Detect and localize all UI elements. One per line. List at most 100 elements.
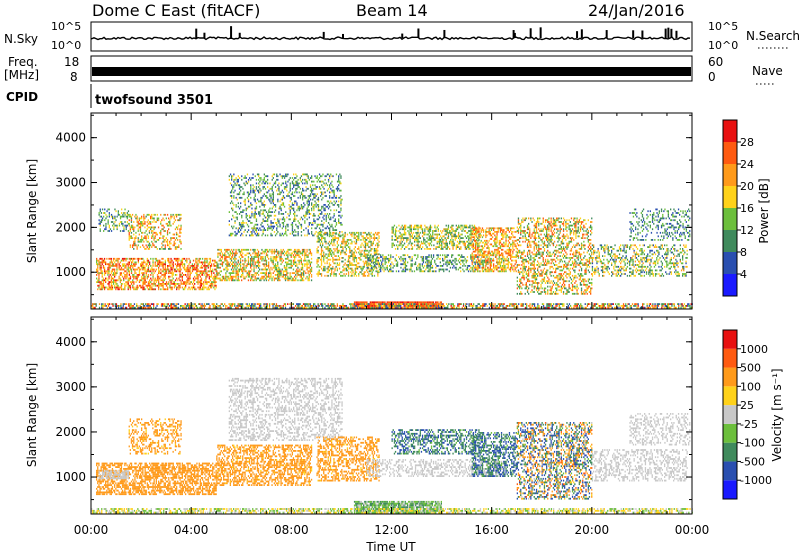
data-cell (214, 288, 216, 291)
data-cell (295, 270, 297, 273)
data-cell (214, 283, 216, 285)
data-cell (108, 281, 110, 283)
data-cell (272, 225, 274, 228)
data-cell (316, 198, 318, 201)
data-cell (114, 221, 116, 223)
data-cell (379, 301, 382, 304)
data-cell (330, 225, 332, 228)
data-cell (299, 274, 301, 276)
data-cell (277, 263, 279, 266)
data-cell (250, 261, 252, 264)
data-cell (174, 284, 177, 287)
data-cell (430, 303, 432, 305)
data-cell (259, 261, 261, 264)
data-cell (292, 256, 295, 258)
data-cell (358, 246, 360, 248)
data-cell (147, 265, 150, 267)
data-cell (346, 265, 349, 268)
data-cell (132, 257, 134, 260)
data-cell (99, 221, 101, 223)
data-cell (99, 228, 101, 231)
data-cell (243, 225, 245, 228)
data-cell (323, 269, 325, 272)
data-cell (101, 208, 104, 211)
data-cell (374, 254, 376, 257)
data-cell (234, 263, 236, 266)
data-cell (353, 237, 355, 239)
data-cell (119, 217, 122, 220)
data-cell (429, 230, 432, 232)
data-cell (429, 248, 432, 250)
data-cell (282, 259, 284, 262)
data-cell (356, 248, 359, 250)
data-cell (221, 279, 224, 282)
data-cell (235, 274, 237, 276)
data-cell (200, 288, 203, 291)
data-cell (335, 248, 337, 250)
data-cell (302, 189, 304, 192)
data-cell (160, 288, 162, 291)
data-cell (452, 228, 454, 231)
data-cell (261, 268, 263, 271)
data-cell (377, 249, 379, 252)
data-cell (277, 256, 279, 258)
data-cell (185, 284, 187, 287)
data-cell (329, 227, 331, 230)
data-cell (180, 268, 182, 271)
data-cell (130, 270, 133, 273)
data-cell (227, 275, 229, 278)
data-cell (181, 275, 183, 278)
data-cell (174, 274, 177, 276)
data-cell (262, 195, 264, 197)
data-cell (209, 265, 212, 267)
data-cell (333, 229, 335, 231)
data-cell (355, 257, 358, 259)
data-cell (461, 237, 463, 239)
data-cell (340, 209, 342, 212)
data-cell (148, 248, 151, 250)
data-cell (141, 263, 143, 266)
data-cell (161, 265, 163, 267)
data-cell (442, 235, 444, 238)
data-cell (363, 265, 365, 268)
data-cell (240, 211, 242, 213)
data-cell (358, 237, 360, 239)
data-cell (279, 200, 281, 203)
data-cell (255, 229, 258, 231)
data-cell (459, 235, 461, 238)
data-cell (296, 202, 298, 205)
data-cell (243, 263, 245, 266)
data-cell (322, 235, 324, 238)
data-cell (282, 270, 284, 273)
data-cell (369, 246, 371, 248)
data-cell (338, 258, 341, 261)
data-cell (263, 209, 265, 212)
data-cell (317, 200, 320, 203)
data-cell (230, 263, 233, 266)
data-cell (151, 231, 153, 234)
data-cell (179, 235, 181, 238)
data-cell (108, 275, 110, 278)
data-cell (123, 212, 125, 214)
data-cell (441, 240, 443, 243)
data-cell (296, 187, 298, 190)
data-cell (231, 195, 233, 197)
data-cell (190, 265, 192, 267)
data-cell (254, 263, 256, 266)
data-cell (316, 218, 318, 221)
data-cell (207, 281, 209, 283)
data-cell (287, 173, 289, 176)
data-cell (436, 246, 438, 248)
data-cell (349, 257, 351, 259)
data-cell (253, 274, 255, 276)
data-cell (306, 209, 308, 212)
data-cell (435, 237, 437, 239)
data-cell (281, 218, 283, 221)
data-cell (460, 248, 462, 250)
data-cell (96, 281, 98, 283)
data-cell (349, 231, 351, 234)
data-cell (334, 244, 336, 247)
data-cell (129, 281, 132, 283)
data-cell (415, 301, 418, 304)
data-cell (308, 279, 310, 282)
